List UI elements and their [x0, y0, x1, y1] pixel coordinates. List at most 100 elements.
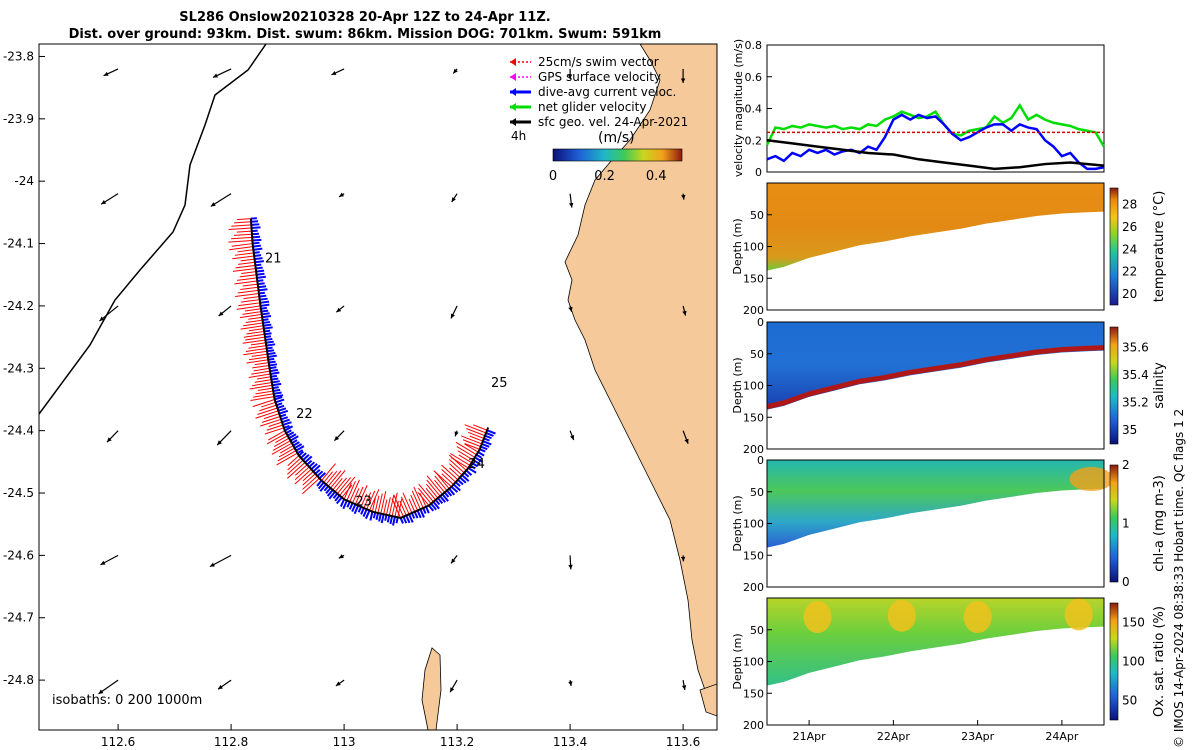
geo-arrow-head [681, 194, 686, 200]
swim-vector [464, 443, 479, 453]
swim-vector [399, 500, 407, 516]
current-vector [471, 461, 479, 468]
swim-vector [252, 364, 270, 369]
swim-vector [294, 464, 308, 476]
section-ytick-label: 0 [757, 454, 764, 467]
current-vector [266, 346, 273, 350]
current-vector [325, 487, 332, 495]
swim-vector [417, 492, 430, 506]
section-ytick-label: 50 [750, 486, 764, 499]
swim-vector [248, 373, 271, 378]
salinity-bottom-layer [766, 345, 1105, 410]
current-vector [261, 314, 272, 319]
swim-vector [245, 336, 266, 341]
section-colorbar-tick: 28 [1122, 198, 1137, 212]
current-vector [252, 238, 262, 242]
swim-vector [228, 227, 252, 231]
land-island [421, 647, 442, 730]
current-vector [259, 294, 267, 298]
map-xtick-label: 113.4 [553, 735, 587, 749]
section-colorbar-tick: 35.2 [1122, 396, 1149, 410]
map-colorbar [552, 148, 683, 162]
section-colorbar-tick: 35.6 [1122, 341, 1149, 355]
section-panel: 50 100 150 200 Depth (m) 50 100 150 Ox. sat. rat… [731, 597, 1167, 743]
swim-vector [323, 471, 334, 483]
current-vector [291, 439, 298, 444]
current-vector [457, 479, 464, 486]
swim-vector [239, 313, 262, 319]
swim-vector [272, 440, 291, 451]
swim-vector [377, 493, 383, 514]
current-vector [256, 272, 265, 276]
current-vector [273, 388, 281, 392]
swim-vector [341, 484, 353, 498]
swim-vector [441, 464, 459, 481]
current-vector [477, 451, 485, 457]
map-ytick-label: -24.6 [3, 548, 34, 562]
swim-vector [417, 487, 432, 504]
colorbar-unit: (m/s) [598, 130, 635, 146]
current-vector [463, 472, 470, 478]
swim-vector [232, 255, 255, 260]
swim-vector [246, 330, 265, 335]
current-vector [263, 326, 273, 330]
current-vector [255, 266, 263, 270]
current-vector [271, 377, 279, 381]
current-vector [441, 493, 449, 502]
map-xtick-label: 113.2 [440, 735, 474, 749]
section-colorbar-tick: 1 [1122, 517, 1130, 531]
section-colorbar-tick: 20 [1122, 287, 1137, 301]
swim-vector [418, 483, 434, 503]
swim-vector [286, 462, 306, 479]
swim-vector [235, 264, 256, 269]
current-vector [308, 461, 316, 468]
current-vector [351, 503, 357, 512]
day-label: 25 [491, 376, 508, 391]
swim-vector [243, 322, 264, 327]
day-label: 23 [355, 494, 372, 509]
oxygen-high-patch [887, 599, 916, 632]
section-colorbar-label: temperature (°C) [1152, 191, 1167, 303]
swim-vector [257, 407, 278, 415]
swim-vector [261, 401, 276, 408]
swim-vector [246, 359, 269, 364]
current-vector [328, 491, 336, 500]
legend-label: GPS surface velocity [538, 70, 661, 84]
swim-vector [433, 470, 452, 488]
swim-vector [434, 475, 448, 491]
geo-arrow-head [99, 316, 105, 322]
swim-vector [302, 475, 318, 490]
current-vector [455, 481, 461, 487]
swim-vector [449, 467, 461, 478]
swim-vector [255, 390, 274, 395]
map-colorbar-tick: 0.4 [646, 169, 667, 184]
section-ytick-label: 50 [750, 209, 764, 222]
current-vector [283, 425, 290, 429]
current-vector [257, 282, 265, 286]
swim-vector [374, 495, 380, 513]
swim-vector [233, 233, 252, 236]
legend-label: 25cm/s swim vector [538, 55, 659, 69]
map-colorbar-tick: 0.2 [594, 169, 615, 184]
current-vector [312, 464, 321, 473]
current-vector [472, 459, 481, 466]
swim-vector [363, 492, 372, 509]
current-vector [452, 483, 461, 492]
section-xtick-label: 24Apr [1045, 730, 1079, 743]
current-vector [461, 474, 470, 482]
current-vector [257, 285, 267, 289]
current-vector [316, 470, 324, 477]
swim-vector [464, 443, 480, 450]
current-vector [294, 443, 303, 449]
current-vector [284, 425, 294, 432]
section-colorbar-tick: 100 [1122, 655, 1145, 669]
swim-vector [448, 454, 467, 471]
current-vector [288, 433, 297, 440]
current-vector [364, 510, 371, 520]
current-vector [317, 481, 325, 490]
section-colorbar-tick: 2 [1122, 458, 1130, 472]
geo-arrow-head [339, 192, 344, 197]
swim-vector [456, 446, 476, 458]
map-ytick-label: -24.4 [3, 424, 34, 438]
current-vector [425, 506, 430, 514]
